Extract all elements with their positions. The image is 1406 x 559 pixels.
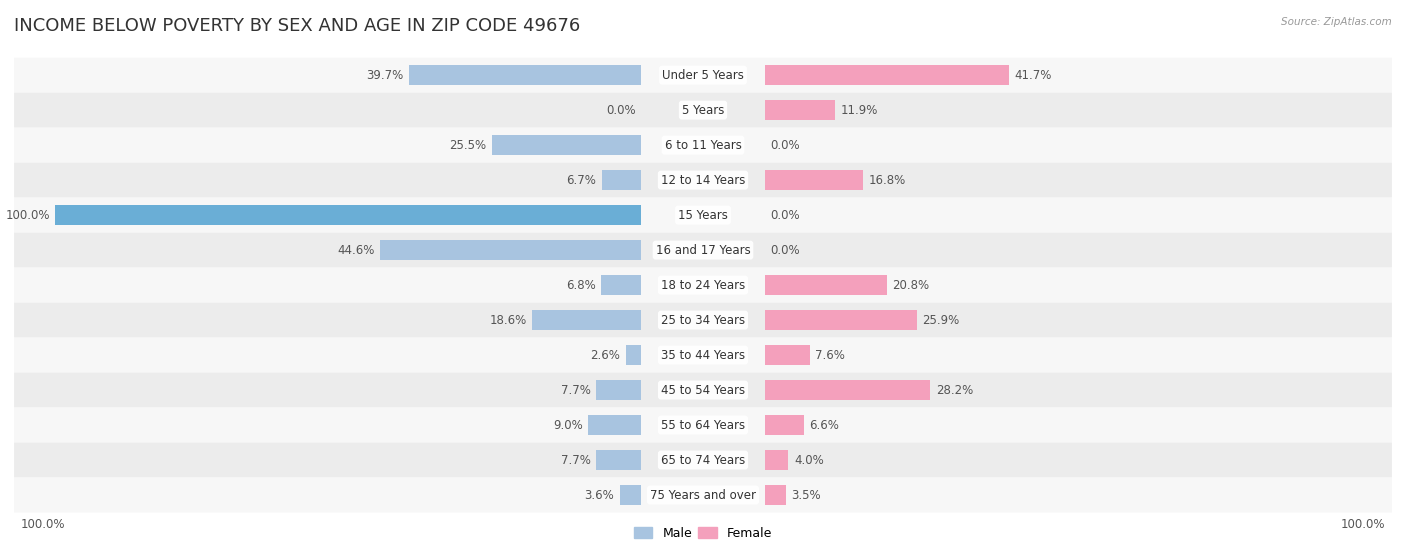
Text: 45 to 54 Years: 45 to 54 Years <box>661 383 745 396</box>
Bar <box>492 135 641 155</box>
Text: 7.7%: 7.7% <box>561 453 591 467</box>
Text: 16 and 17 Years: 16 and 17 Years <box>655 244 751 257</box>
Text: 25.9%: 25.9% <box>922 314 959 326</box>
Text: Under 5 Years: Under 5 Years <box>662 69 744 82</box>
Text: 3.6%: 3.6% <box>585 489 614 501</box>
FancyBboxPatch shape <box>14 372 1392 408</box>
Text: 20.8%: 20.8% <box>893 278 929 292</box>
Text: 55 to 64 Years: 55 to 64 Years <box>661 419 745 432</box>
Text: 35 to 44 Years: 35 to 44 Years <box>661 349 745 362</box>
Text: 0.0%: 0.0% <box>770 209 800 221</box>
FancyBboxPatch shape <box>14 302 1392 338</box>
FancyBboxPatch shape <box>14 163 1392 198</box>
FancyBboxPatch shape <box>14 338 1392 372</box>
Bar <box>409 65 641 86</box>
FancyBboxPatch shape <box>14 127 1392 163</box>
Text: 18.6%: 18.6% <box>489 314 527 326</box>
FancyBboxPatch shape <box>14 233 1392 268</box>
Bar <box>765 415 804 435</box>
Text: 4.0%: 4.0% <box>794 453 824 467</box>
Text: 15 Years: 15 Years <box>678 209 728 221</box>
Text: 100.0%: 100.0% <box>6 209 49 221</box>
Bar <box>765 100 835 120</box>
Bar <box>602 275 641 295</box>
Text: 6.6%: 6.6% <box>810 419 839 432</box>
Text: 6 to 11 Years: 6 to 11 Years <box>665 139 741 151</box>
Bar <box>765 380 931 400</box>
Text: 25 to 34 Years: 25 to 34 Years <box>661 314 745 326</box>
FancyBboxPatch shape <box>14 268 1392 302</box>
Text: 3.5%: 3.5% <box>792 489 821 501</box>
Bar <box>602 170 641 190</box>
Bar <box>765 450 789 470</box>
Bar <box>596 450 641 470</box>
Text: 100.0%: 100.0% <box>21 518 66 531</box>
FancyBboxPatch shape <box>14 198 1392 233</box>
Text: 12 to 14 Years: 12 to 14 Years <box>661 174 745 187</box>
Text: 9.0%: 9.0% <box>553 419 582 432</box>
Text: 7.6%: 7.6% <box>815 349 845 362</box>
Text: 11.9%: 11.9% <box>841 103 877 117</box>
Bar <box>765 345 810 365</box>
Text: 6.7%: 6.7% <box>567 174 596 187</box>
Text: INCOME BELOW POVERTY BY SEX AND AGE IN ZIP CODE 49676: INCOME BELOW POVERTY BY SEX AND AGE IN Z… <box>14 17 581 35</box>
Text: 7.7%: 7.7% <box>561 383 591 396</box>
Text: 44.6%: 44.6% <box>337 244 374 257</box>
Text: 16.8%: 16.8% <box>869 174 905 187</box>
Text: 25.5%: 25.5% <box>449 139 486 151</box>
Bar <box>765 65 1010 86</box>
FancyBboxPatch shape <box>14 93 1392 127</box>
Text: 41.7%: 41.7% <box>1015 69 1052 82</box>
Text: 28.2%: 28.2% <box>935 383 973 396</box>
Text: 100.0%: 100.0% <box>1340 518 1385 531</box>
Legend: Male, Female: Male, Female <box>628 522 778 544</box>
FancyBboxPatch shape <box>14 477 1392 513</box>
Bar <box>531 310 641 330</box>
Bar <box>626 345 641 365</box>
Text: 65 to 74 Years: 65 to 74 Years <box>661 453 745 467</box>
Text: 5 Years: 5 Years <box>682 103 724 117</box>
FancyBboxPatch shape <box>14 58 1392 93</box>
Bar <box>765 310 917 330</box>
Text: 18 to 24 Years: 18 to 24 Years <box>661 278 745 292</box>
Text: 2.6%: 2.6% <box>591 349 620 362</box>
Bar <box>765 275 887 295</box>
Text: 0.0%: 0.0% <box>770 244 800 257</box>
Bar <box>55 205 641 225</box>
Text: 0.0%: 0.0% <box>606 103 636 117</box>
Bar <box>588 415 641 435</box>
Bar <box>380 240 641 260</box>
Text: 39.7%: 39.7% <box>366 69 404 82</box>
Bar <box>596 380 641 400</box>
Text: 0.0%: 0.0% <box>770 139 800 151</box>
Text: Source: ZipAtlas.com: Source: ZipAtlas.com <box>1281 17 1392 27</box>
Bar <box>620 485 641 505</box>
Bar <box>765 170 863 190</box>
FancyBboxPatch shape <box>14 408 1392 443</box>
FancyBboxPatch shape <box>14 443 1392 477</box>
Text: 75 Years and over: 75 Years and over <box>650 489 756 501</box>
Text: 6.8%: 6.8% <box>565 278 596 292</box>
Bar <box>765 485 786 505</box>
